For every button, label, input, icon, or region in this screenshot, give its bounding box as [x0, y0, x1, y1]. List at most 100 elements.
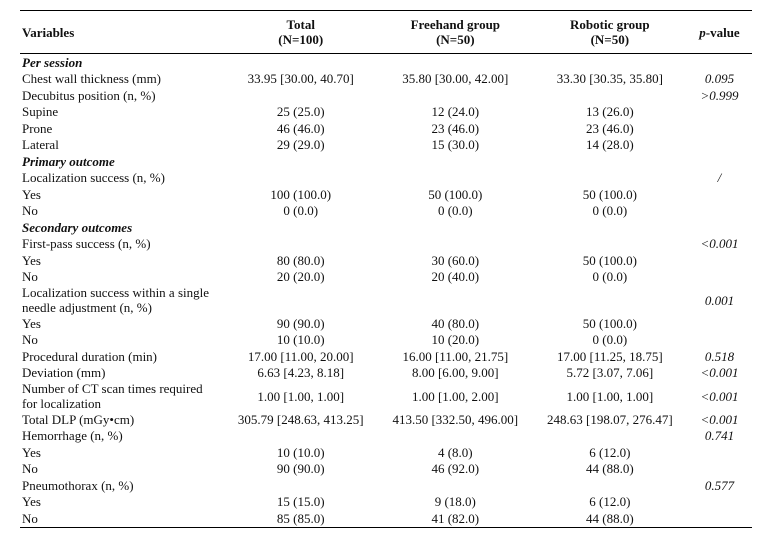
table-row: Yes 100 (100.0) 50 (100.0) 50 (100.0) — [20, 186, 752, 203]
freehand-cell — [378, 54, 533, 71]
variable-label: No — [22, 269, 38, 285]
section-row: Per session — [20, 54, 752, 71]
table-row: Lateral 29 (29.0) 15 (30.0) 14 (28.0) — [20, 137, 752, 154]
header-p-value: p-value — [687, 11, 752, 54]
total-cell — [224, 219, 378, 236]
total-cell — [224, 285, 378, 315]
total-cell: 1.00 [1.00, 1.00] — [257, 388, 345, 404]
table-row: No 20 (20.0) 20 (40.0) 0 (0.0) — [20, 269, 752, 286]
table-row: Prone 46 (46.0) 23 (46.0) 23 (46.0) — [20, 120, 752, 137]
total-cell: 6.63 [4.23, 8.18] — [257, 365, 345, 381]
header-robotic: Robotic group (N=50) — [533, 11, 687, 54]
robotic-cell: 0 (0.0) — [592, 203, 628, 219]
header-robotic-label: Robotic group — [570, 17, 650, 32]
p-value-cell — [687, 203, 752, 220]
variable-label: Deviation (mm) — [22, 365, 106, 381]
robotic-cell — [533, 87, 687, 104]
variable-label: Supine — [22, 104, 59, 120]
robotic-cell: 1.00 [1.00, 1.00] — [566, 388, 654, 404]
robotic-cell — [533, 236, 687, 253]
freehand-cell: 1.00 [1.00, 2.00] — [411, 388, 499, 404]
variable-label: Yes — [22, 315, 41, 331]
freehand-cell: 9 (18.0) — [434, 494, 476, 510]
robotic-cell: 6 (12.0) — [589, 494, 631, 510]
freehand-cell — [378, 87, 533, 104]
table-row: Hemorrhage (n, %) 0.741 — [20, 428, 752, 445]
freehand-cell: 10 (20.0) — [431, 332, 480, 348]
freehand-cell: 8.00 [6.00, 9.00] — [411, 365, 499, 381]
p-value-cell — [687, 252, 752, 269]
freehand-cell: 20 (40.0) — [431, 269, 480, 285]
robotic-cell: 50 (100.0) — [582, 186, 637, 202]
total-cell — [224, 87, 378, 104]
total-cell: 46 (46.0) — [276, 120, 325, 136]
freehand-cell — [378, 153, 533, 170]
table-row: Yes 80 (80.0) 30 (60.0) 50 (100.0) — [20, 252, 752, 269]
variable-label: No — [22, 332, 38, 348]
robotic-cell: 44 (88.0) — [585, 510, 634, 526]
header-freehand-label: Freehand group — [410, 17, 501, 32]
header-robotic-n: (N=50) — [590, 32, 630, 47]
p-value-cell: <0.001 — [700, 236, 739, 252]
header-p-rest: -value — [705, 24, 740, 40]
freehand-cell — [378, 219, 533, 236]
variable-label-line: for localization — [22, 396, 102, 411]
table-row: Yes 10 (10.0) 4 (8.0) 6 (12.0) — [20, 444, 752, 461]
variable-label-line: Localization success within a single — [22, 285, 210, 300]
table-row: No 90 (90.0) 46 (92.0) 44 (88.0) — [20, 461, 752, 478]
total-cell — [224, 428, 378, 445]
variable-label: Yes — [22, 186, 41, 202]
p-value-cell: <0.001 — [700, 411, 739, 427]
total-cell — [224, 54, 378, 71]
p-value-cell — [687, 269, 752, 286]
table-row: Yes 15 (15.0) 9 (18.0) 6 (12.0) — [20, 494, 752, 511]
total-cell: 0 (0.0) — [283, 203, 319, 219]
p-value-cell — [687, 219, 752, 236]
p-value-cell — [687, 461, 752, 478]
robotic-cell — [533, 219, 687, 236]
robotic-cell: 14 (28.0) — [585, 137, 634, 153]
robotic-cell: 248.63 [198.07, 276.47] — [546, 411, 673, 427]
table-row: Yes 90 (90.0) 40 (80.0) 50 (100.0) — [20, 315, 752, 332]
robotic-cell: 5.72 [3.07, 7.06] — [566, 365, 654, 381]
table-row: Localization success within a single need… — [20, 285, 752, 315]
header-variables: Variables — [22, 24, 75, 40]
table-row: No 85 (85.0) 41 (82.0) 44 (88.0) — [20, 510, 752, 527]
p-value-cell: 0.577 — [704, 477, 735, 493]
variable-label: Localization success (n, %) — [22, 170, 165, 186]
p-value-cell — [687, 137, 752, 154]
table-row: Pneumothorax (n, %) 0.577 — [20, 477, 752, 494]
freehand-cell: 35.80 [30.00, 42.00] — [402, 71, 509, 87]
total-cell: 100 (100.0) — [270, 186, 332, 202]
p-value-cell — [687, 120, 752, 137]
table-row: Supine 25 (25.0) 12 (24.0) 13 (26.0) — [20, 104, 752, 121]
p-value-cell — [687, 153, 752, 170]
p-value-cell — [687, 186, 752, 203]
robotic-cell — [533, 170, 687, 187]
total-cell: 90 (90.0) — [276, 315, 325, 331]
variable-label-line: needle adjustment (n, %) — [22, 300, 152, 315]
table-row: Decubitus position (n, %) >0.999 — [20, 87, 752, 104]
header-freehand: Freehand group (N=50) — [378, 11, 533, 54]
p-value-cell: >0.999 — [700, 87, 739, 103]
variable-label: Procedural duration (min) — [22, 348, 158, 364]
p-value-cell — [687, 444, 752, 461]
table-row: Number of CT scan times required for loca… — [20, 381, 752, 411]
table-row: Procedural duration (min) 17.00 [11.00, 2… — [20, 348, 752, 365]
variable-label: Hemorrhage (n, %) — [22, 428, 123, 444]
variable-label: Total DLP (mGy•cm) — [22, 411, 135, 427]
total-cell: 20 (20.0) — [276, 269, 325, 285]
variable-label: Prone — [22, 120, 53, 136]
freehand-cell — [378, 285, 533, 315]
total-cell — [224, 236, 378, 253]
robotic-cell — [533, 54, 687, 71]
freehand-cell — [378, 236, 533, 253]
robotic-cell: 0 (0.0) — [592, 332, 628, 348]
robotic-cell: 50 (100.0) — [582, 252, 637, 268]
freehand-cell — [378, 477, 533, 494]
total-cell: 90 (90.0) — [276, 461, 325, 477]
p-value-cell — [687, 54, 752, 71]
p-value-cell: / — [717, 170, 722, 186]
variable-label: First-pass success (n, %) — [22, 236, 151, 252]
freehand-cell: 16.00 [11.00, 21.75] — [402, 348, 509, 364]
